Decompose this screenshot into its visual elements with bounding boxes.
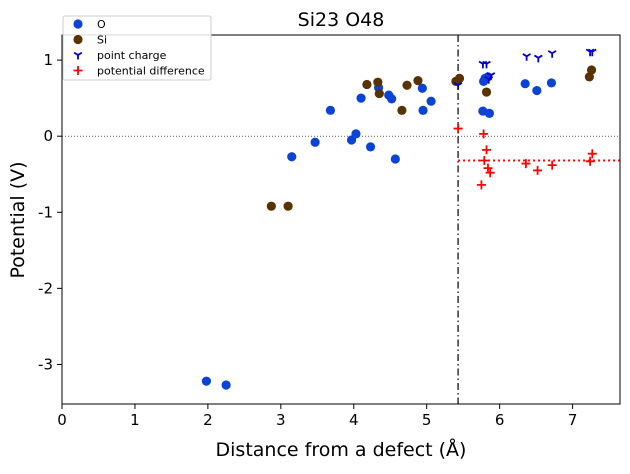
o-point xyxy=(387,94,397,104)
potential-difference-point xyxy=(483,163,493,173)
si-point xyxy=(481,87,492,97)
chart-title: Si23 O48 xyxy=(298,9,385,31)
x-tick-label: 6 xyxy=(495,411,505,429)
o-point xyxy=(365,142,376,152)
potential-difference-point xyxy=(482,145,492,155)
si-point xyxy=(397,105,407,115)
y-tick-label: -2 xyxy=(38,279,53,297)
si-point xyxy=(283,201,293,211)
si-point xyxy=(586,65,597,75)
legend-label: Si xyxy=(97,34,107,47)
o-point xyxy=(532,85,542,96)
potential-difference-point xyxy=(585,156,595,166)
point-charge-point xyxy=(522,53,532,61)
y-axis-label: Potential (V) xyxy=(7,161,29,278)
o-point xyxy=(426,96,436,106)
potential-difference-point xyxy=(521,159,531,169)
o-point xyxy=(390,154,400,164)
legend-marker xyxy=(73,34,83,45)
point-charge-point xyxy=(482,60,491,69)
x-tick-label: 1 xyxy=(130,411,140,429)
x-tick-label: 5 xyxy=(422,411,432,429)
y-tick-label: 0 xyxy=(43,127,53,145)
o-point xyxy=(325,105,336,115)
point-charge-point xyxy=(533,54,543,63)
o-point xyxy=(418,105,428,115)
y-tick-label: 1 xyxy=(43,51,53,69)
x-tick-label: 4 xyxy=(349,411,359,429)
si-point xyxy=(373,77,383,87)
y-axis: 1 0 -1 -2 -3 xyxy=(38,51,62,373)
point-charge-point xyxy=(453,82,463,90)
si-point xyxy=(402,80,412,90)
potential-difference-point xyxy=(547,160,557,170)
si-point xyxy=(413,76,423,86)
legend-label: potential difference xyxy=(97,65,205,78)
point-charge-point xyxy=(547,50,557,58)
x-tick-label: 7 xyxy=(568,411,578,429)
legend: O Si point charge potential difference xyxy=(62,15,212,81)
si-point xyxy=(362,79,372,90)
potential-difference-point xyxy=(479,156,489,166)
data-points xyxy=(201,48,597,390)
o-point xyxy=(287,152,297,162)
potential-difference-point xyxy=(587,149,597,159)
si-point xyxy=(454,73,465,83)
legend-marker xyxy=(73,19,83,29)
si-point xyxy=(374,88,384,99)
x-tick-label: 2 xyxy=(203,411,213,429)
potential-difference-point xyxy=(476,180,486,190)
potential-difference-point xyxy=(533,165,543,175)
o-point xyxy=(221,380,231,390)
legend-marker xyxy=(73,51,83,60)
legend-label: point charge xyxy=(97,49,167,62)
o-point xyxy=(351,129,361,139)
x-axis: 0 1 2 3 4 5 6 7 xyxy=(57,404,577,429)
o-point xyxy=(520,79,530,89)
x-tick-label: 0 xyxy=(57,411,67,429)
y-tick-label: -3 xyxy=(38,355,53,373)
plot-frame xyxy=(61,34,621,405)
o-point xyxy=(546,78,557,88)
o-point xyxy=(356,93,366,103)
y-tick-label: -1 xyxy=(38,203,53,221)
point-charge-point xyxy=(486,72,496,80)
si-point xyxy=(266,201,276,211)
o-point xyxy=(417,83,427,93)
potential-difference-point xyxy=(453,124,463,134)
legend-label: O xyxy=(97,18,106,31)
x-axis-label: Distance from a defect (Å) xyxy=(216,438,467,461)
legend-box xyxy=(62,15,212,81)
potential-difference-point xyxy=(485,168,495,178)
point-charge-point xyxy=(587,48,597,57)
potential-difference-point xyxy=(479,129,489,139)
o-point xyxy=(201,376,212,386)
x-tick-label: 3 xyxy=(276,411,286,429)
legend-marker xyxy=(73,66,83,75)
o-point xyxy=(484,108,495,118)
o-point xyxy=(310,137,320,147)
